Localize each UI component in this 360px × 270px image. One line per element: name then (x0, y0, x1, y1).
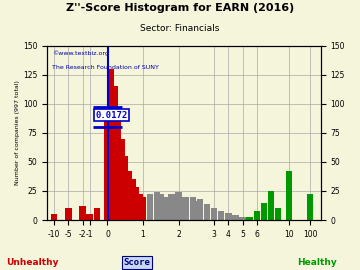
Bar (225, 213, 231, 220)
Bar (122, 156, 129, 220)
Bar (193, 201, 199, 220)
Bar (190, 197, 196, 220)
Text: Score: Score (123, 258, 150, 267)
Text: Sector: Financials: Sector: Financials (140, 24, 220, 33)
Bar (197, 199, 203, 220)
Bar (108, 69, 114, 220)
Bar (118, 139, 125, 220)
Bar (86, 214, 93, 220)
Bar (115, 110, 121, 220)
Bar (147, 194, 153, 220)
Bar (175, 192, 182, 220)
Bar (111, 86, 118, 220)
Bar (253, 211, 260, 220)
Text: The Research Foundation of SUNY: The Research Foundation of SUNY (53, 65, 159, 70)
Y-axis label: Number of companies (997 total): Number of companies (997 total) (15, 80, 20, 185)
Text: Healthy: Healthy (297, 258, 337, 267)
Bar (168, 194, 175, 220)
Text: Unhealthy: Unhealthy (6, 258, 59, 267)
Bar (232, 215, 239, 220)
Bar (204, 204, 210, 220)
Bar (218, 211, 224, 220)
Bar (275, 208, 281, 220)
Bar (268, 191, 274, 220)
Bar (161, 197, 167, 220)
Text: ©www.textbiz.org: ©www.textbiz.org (53, 51, 109, 56)
Bar (285, 171, 292, 220)
Bar (104, 110, 111, 220)
Bar (211, 208, 217, 220)
Bar (136, 194, 143, 220)
Bar (239, 217, 246, 220)
Bar (79, 206, 86, 220)
Bar (261, 202, 267, 220)
Bar (133, 187, 139, 220)
Bar (247, 217, 253, 220)
Bar (129, 179, 135, 220)
Bar (183, 197, 189, 220)
Bar (65, 208, 72, 220)
Bar (126, 171, 132, 220)
Bar (140, 197, 146, 220)
Bar (158, 194, 164, 220)
Text: 0.0172: 0.0172 (95, 111, 127, 120)
Bar (94, 208, 100, 220)
Bar (154, 192, 161, 220)
Text: Z''-Score Histogram for EARN (2016): Z''-Score Histogram for EARN (2016) (66, 3, 294, 13)
Bar (307, 194, 313, 220)
Bar (51, 214, 57, 220)
